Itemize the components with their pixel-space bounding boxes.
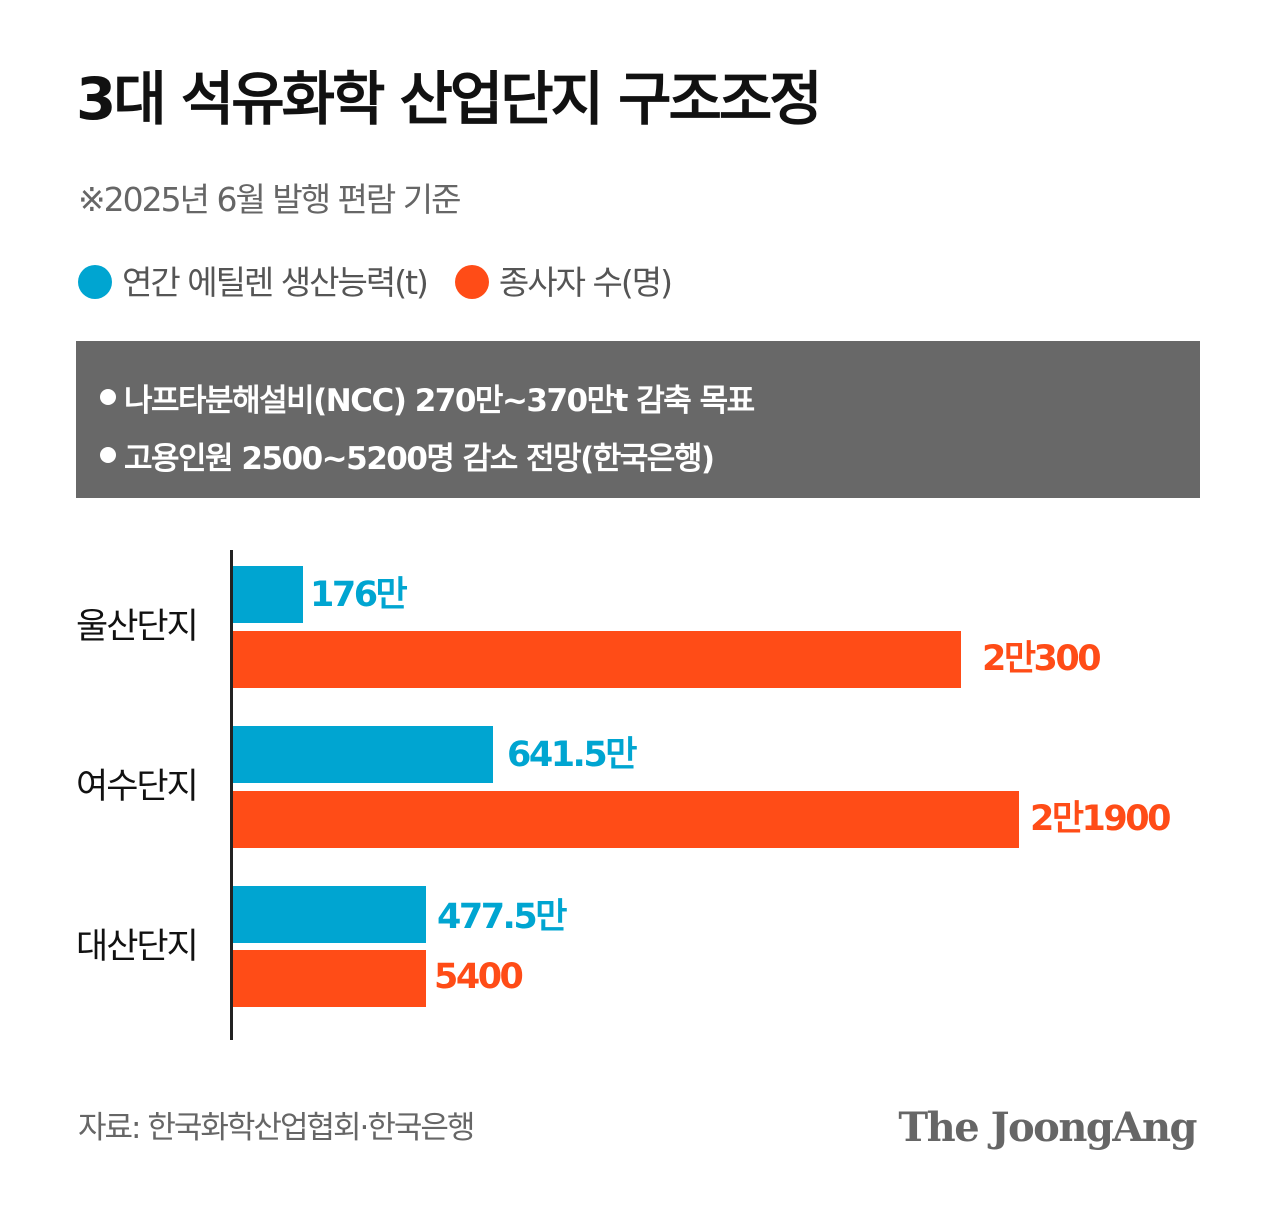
notice-line: 나프타분해설비(NCC) 270만~370만t 감축 목표 <box>100 368 1200 426</box>
value-label: 176만 <box>310 575 408 615</box>
notice-text: 고용인원 2500~5200명 감소 전망(한국은행) <box>124 440 715 477</box>
value-label: 477.5만 <box>437 897 567 937</box>
category-label: 여수단지 <box>76 767 199 807</box>
notice-line: 고용인원 2500~5200명 감소 전망(한국은행) <box>100 426 1200 484</box>
legend-item-workers: 종사자 수(명) <box>454 262 673 302</box>
bar-ethylene-daesan <box>233 886 426 943</box>
bullet-icon <box>100 447 116 463</box>
blue-dot-icon <box>78 265 112 299</box>
value-label: 5400 <box>434 957 524 997</box>
legend-item-ethylene: 연간 에틸렌 생산능력(t) <box>78 262 429 302</box>
bar-workers-daesan <box>233 950 426 1007</box>
publisher-logo: The JoongAng <box>898 1104 1197 1151</box>
chart-subtitle: ※2025년 6월 발행 편람 기준 <box>78 180 461 219</box>
notice-box: 나프타분해설비(NCC) 270만~370만t 감축 목표 고용인원 2500~… <box>76 341 1200 498</box>
category-label: 대산단지 <box>76 927 199 967</box>
chart-title: 3대 석유화학 산업단지 구조조정 <box>76 65 823 133</box>
value-label: 2만300 <box>982 639 1102 679</box>
source-note: 자료: 한국화학산업협회·한국은행 <box>78 1110 475 1146</box>
bar-workers-ulsan <box>233 631 961 688</box>
orange-dot-icon <box>454 265 489 299</box>
y-axis-line <box>230 550 233 1040</box>
value-label: 641.5만 <box>507 735 637 775</box>
value-label: 2만1900 <box>1030 799 1171 839</box>
legend: 연간 에틸렌 생산능력(t) 종사자 수(명) <box>78 265 699 299</box>
notice-text: 나프타분해설비(NCC) 270만~370만t 감축 목표 <box>124 382 755 419</box>
bar-workers-yeosu <box>233 791 1019 848</box>
legend-label: 종사자 수(명) <box>498 262 673 302</box>
legend-label: 연간 에틸렌 생산능력(t) <box>122 262 429 302</box>
bar-ethylene-ulsan <box>233 566 303 623</box>
bullet-icon <box>100 389 116 405</box>
category-label: 울산단지 <box>76 607 199 647</box>
bar-ethylene-yeosu <box>233 726 493 783</box>
